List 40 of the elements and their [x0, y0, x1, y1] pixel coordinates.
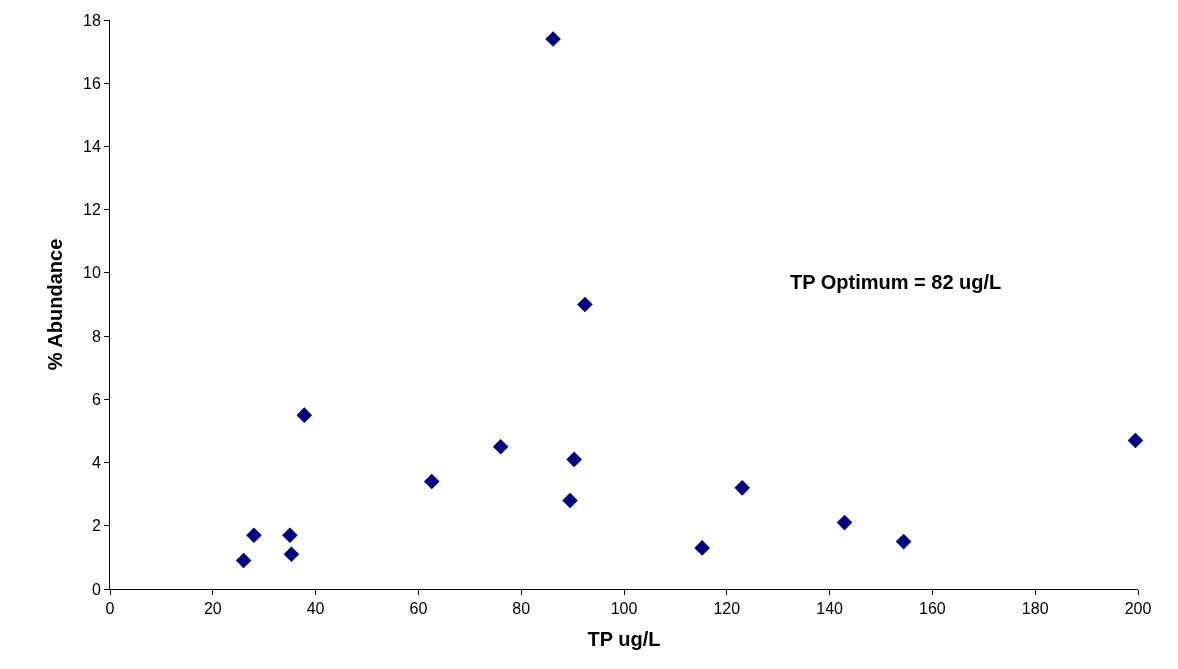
x-tick-label: 140 — [816, 600, 844, 618]
y-tick-label: 6 — [91, 390, 101, 408]
x-tick-label: 100 — [610, 600, 638, 618]
point — [895, 533, 912, 550]
y-tick-label: 16 — [83, 74, 101, 92]
point — [1127, 432, 1144, 449]
point — [562, 492, 578, 509]
x-tick-label: 200 — [1124, 600, 1152, 618]
x-tick-label: 80 — [512, 600, 531, 618]
x-tick-label: 180 — [1021, 600, 1049, 618]
x-axis-title: TP ug/L — [587, 627, 661, 650]
y-tick-label: 4 — [91, 454, 101, 472]
point — [282, 527, 298, 544]
x-tick-label: 0 — [105, 600, 115, 618]
point — [296, 407, 313, 423]
y-tick-label: 0 — [91, 580, 101, 598]
point — [235, 552, 252, 569]
point — [566, 451, 582, 468]
x-tick-label: 40 — [306, 600, 325, 618]
point — [836, 514, 853, 531]
y-tick-label: 10 — [83, 264, 101, 282]
y-axis-title: % Abundance — [43, 238, 66, 371]
point — [246, 527, 262, 544]
x-tick-label: 160 — [919, 600, 946, 618]
point — [694, 540, 710, 556]
point — [492, 438, 509, 455]
annotation: TP Optimum = 82 ug/L — [790, 271, 1002, 293]
y-tick-label: 14 — [83, 138, 101, 156]
y-tick-label: 2 — [91, 517, 101, 535]
y-tick-label: 18 — [83, 11, 101, 29]
y-tick-label: 8 — [91, 327, 101, 345]
y-tick-label: 12 — [83, 201, 101, 219]
point — [283, 546, 300, 563]
x-tick-label: 20 — [203, 600, 222, 618]
point — [577, 296, 593, 313]
x-tick-label: 120 — [713, 600, 741, 618]
x-tick-label: 60 — [409, 600, 428, 618]
point — [423, 473, 440, 490]
point — [734, 480, 751, 496]
point — [545, 31, 561, 47]
